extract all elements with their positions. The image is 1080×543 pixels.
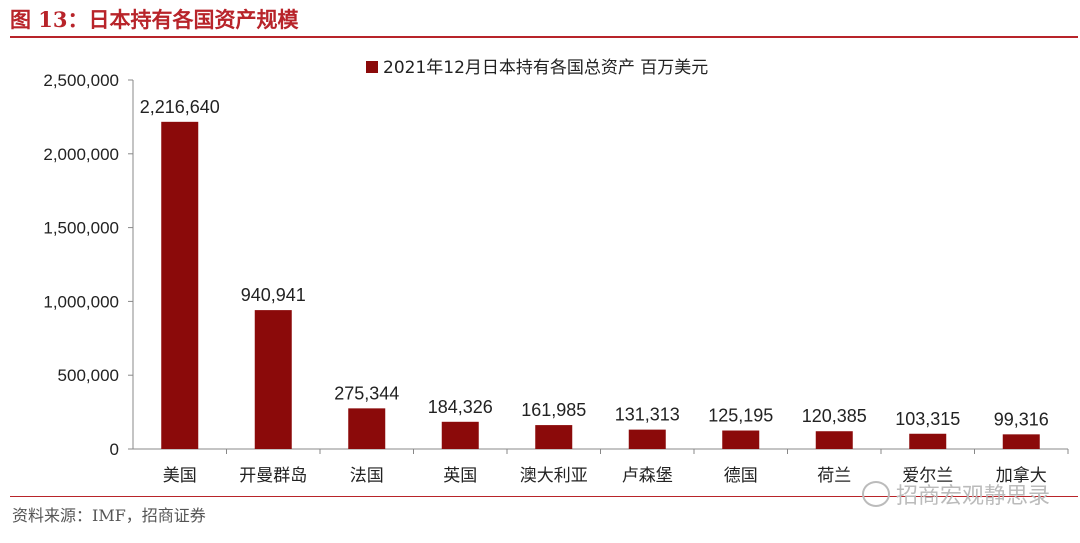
- bar: [535, 425, 573, 449]
- watermark: 招商宏观静思录: [861, 478, 1050, 510]
- category-label: 法国: [350, 466, 384, 486]
- data-label: 940,941: [241, 285, 306, 305]
- source-note: 资料来源：IMF，招商证券: [12, 506, 206, 525]
- bar: [628, 429, 666, 449]
- data-label: 184,326: [428, 397, 493, 417]
- bar: [909, 433, 947, 449]
- data-label: 120,385: [802, 406, 867, 426]
- chart-bars: 2,216,640 940,941 275,344 184,326 161,985 131…: [140, 97, 1049, 449]
- category-label: 荷兰: [817, 466, 851, 486]
- data-label: 275,344: [334, 383, 399, 403]
- y-tick-label: 2,000,000: [43, 145, 119, 164]
- bar: [348, 408, 386, 449]
- bottom-rule: [10, 496, 1078, 497]
- legend-label: 2021年12月日本持有各国总资产 百万美元: [383, 58, 708, 78]
- figure-title: 图 13：日本持有各国资产规模: [10, 7, 299, 32]
- data-label: 131,313: [615, 405, 680, 425]
- bar: [1002, 434, 1040, 449]
- bar: [722, 430, 760, 449]
- bar: [815, 431, 853, 449]
- category-label: 加拿大: [996, 465, 1047, 486]
- data-label: 2,216,640: [140, 97, 220, 117]
- top-rule: [10, 36, 1078, 38]
- bar: [441, 421, 479, 449]
- watermark-text: 招商宏观静思录: [895, 484, 1050, 509]
- data-label: 103,315: [895, 409, 960, 429]
- chart-axes: 0 500,000 1,000,000 1,500,000 2,000,000 2,500…: [43, 71, 1069, 486]
- wechat-icon: [861, 481, 890, 507]
- bar: [254, 310, 292, 449]
- y-tick-label: 1,500,000: [43, 219, 119, 238]
- y-tick-label: 0: [110, 440, 119, 459]
- legend-swatch: [366, 61, 378, 73]
- y-tick-label: 1,000,000: [43, 292, 119, 311]
- category-label: 开曼群岛: [239, 466, 307, 486]
- data-label: 161,985: [521, 400, 586, 420]
- category-label: 德国: [724, 466, 758, 486]
- category-label: 澳大利亚: [520, 466, 588, 486]
- bar-chart: 2021年12月日本持有各国总资产 百万美元 0 500,000 1,000,000…: [43, 58, 1069, 486]
- data-label: 125,195: [708, 406, 773, 426]
- category-label: 美国: [163, 466, 197, 486]
- bar: [161, 121, 199, 449]
- y-tick-label: 500,000: [58, 366, 119, 385]
- y-tick-label: 2,500,000: [43, 71, 119, 90]
- category-label: 爱尔兰: [902, 466, 953, 486]
- category-label: 卢森堡: [622, 466, 673, 486]
- data-label: 99,316: [994, 409, 1049, 429]
- category-label: 英国: [443, 466, 477, 486]
- chart-legend: 2021年12月日本持有各国总资产 百万美元: [366, 58, 708, 78]
